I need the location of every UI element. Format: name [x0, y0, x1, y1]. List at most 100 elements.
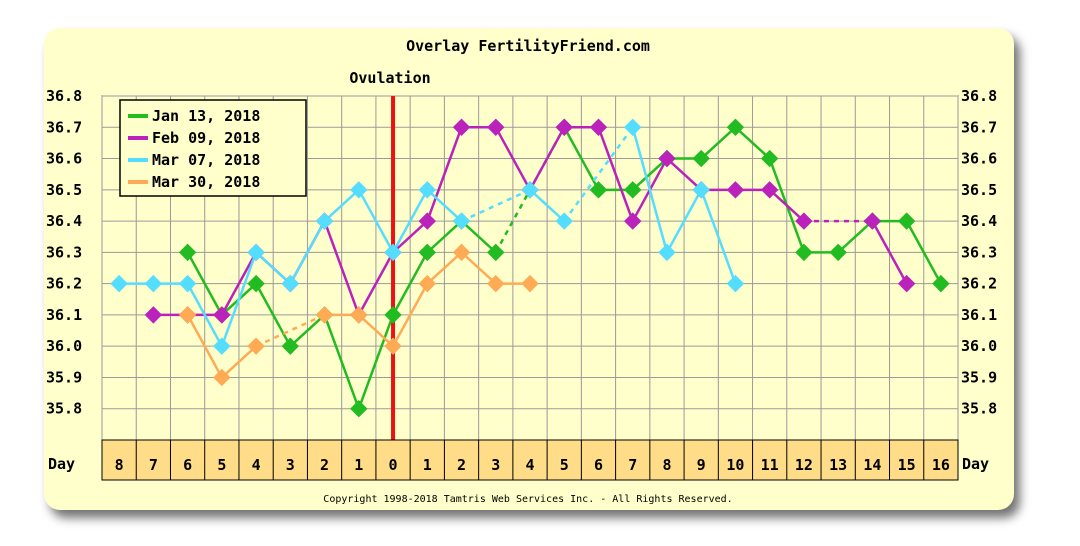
- series-line-segment: [426, 188, 463, 223]
- y-tick-label-right: 36.4: [961, 212, 997, 230]
- series-line-segment: [220, 251, 258, 316]
- series-point: [932, 274, 950, 293]
- day-tick-label: 15: [898, 456, 916, 474]
- series-line-segment: [255, 251, 292, 285]
- series-point: [624, 181, 642, 199]
- day-tick-label: 16: [932, 456, 950, 474]
- day-tick-label: 5: [217, 456, 226, 474]
- series-point: [555, 212, 573, 230]
- series-line-segment: [631, 126, 669, 253]
- series-point: [589, 118, 608, 136]
- day-tick-label: 1: [354, 456, 363, 474]
- series-line-segment: [391, 251, 429, 316]
- series-point: [418, 243, 436, 262]
- series-line-segment: [289, 313, 326, 348]
- series-line-segment: [700, 126, 737, 160]
- series-line-segment: [563, 126, 600, 191]
- y-tick-label-right: 35.8: [961, 400, 997, 418]
- day-tick-label: 2: [457, 456, 466, 474]
- series-point: [624, 118, 642, 136]
- series-line-segment: [186, 283, 223, 347]
- y-tick-label-left: 36.5: [46, 181, 82, 199]
- series-point: [315, 212, 334, 230]
- copyright-text: Copyright 1998-2018 Tamtris Web Services…: [323, 494, 732, 505]
- series-point: [760, 149, 779, 168]
- y-tick-label-right: 36.8: [961, 87, 997, 105]
- series-point: [110, 274, 128, 293]
- y-tick-label-right: 36.7: [961, 118, 997, 136]
- series-point: [555, 118, 573, 136]
- series-point: [829, 243, 847, 262]
- day-tick-label: 11: [761, 456, 779, 474]
- y-tick-label-right: 36.0: [961, 337, 997, 355]
- series-line-segment: [460, 251, 497, 285]
- series-point: [247, 337, 265, 355]
- y-tick-label-left: 36.3: [46, 243, 82, 261]
- series-line-segment: [871, 220, 908, 285]
- x-axis-label-right: Day: [962, 455, 989, 473]
- series-point: [144, 306, 163, 324]
- day-tick-label: 6: [594, 456, 603, 474]
- series-line-segment: [289, 220, 326, 285]
- series-line-segment: [426, 126, 463, 222]
- series-point: [589, 181, 608, 199]
- y-tick-label-right: 36.6: [961, 150, 997, 168]
- series-point: [521, 181, 539, 199]
- series-line-segment: [734, 126, 771, 160]
- series-line-segment: [323, 188, 360, 223]
- y-tick-label-left: 36.7: [46, 118, 82, 136]
- day-tick-label: 3: [491, 456, 500, 474]
- series-point: [418, 212, 436, 230]
- series-line-segment: [391, 283, 429, 347]
- series-point: [247, 274, 265, 293]
- series-point: [863, 212, 882, 230]
- series-point: [350, 400, 368, 418]
- series-line-segment: [666, 157, 703, 191]
- series-point: [384, 243, 402, 262]
- series-point: [487, 274, 505, 293]
- day-tick-label: 2: [320, 456, 329, 474]
- series-point: [726, 181, 745, 199]
- series-line-segment: [837, 220, 874, 254]
- day-row-bg: [101, 439, 959, 481]
- legend-label: Mar 30, 2018: [152, 173, 260, 191]
- day-tick-label: 5: [560, 456, 569, 474]
- series-line-segment: [186, 314, 223, 379]
- series-line-segment: [391, 189, 429, 253]
- ovulation-label: Ovulation: [349, 69, 430, 87]
- y-tick-label-left: 35.8: [46, 400, 82, 418]
- legend-label: Jan 13, 2018: [152, 107, 260, 125]
- series-point: [658, 149, 676, 168]
- series-point: [452, 243, 471, 262]
- y-tick-label-left: 36.1: [46, 306, 82, 324]
- series-point: [692, 181, 710, 199]
- series-point: [213, 337, 231, 355]
- series-line-segment: [528, 126, 566, 191]
- day-tick-label: 7: [149, 456, 158, 474]
- day-tick-label: 8: [115, 456, 124, 474]
- series-point: [521, 274, 539, 293]
- series-point: [795, 212, 813, 230]
- series-point: [452, 118, 471, 136]
- series-point: [418, 274, 436, 293]
- series-point: [281, 274, 300, 293]
- series-line-segment: [768, 188, 805, 223]
- series-line-segment: [700, 189, 737, 285]
- y-tick-label-right: 36.3: [961, 243, 997, 261]
- series-line-segment: [460, 220, 497, 254]
- day-tick-label: 14: [863, 456, 881, 474]
- series-point: [418, 181, 436, 199]
- day-tick-label: 8: [662, 456, 671, 474]
- series-point: [350, 306, 368, 324]
- series-point: [213, 368, 231, 387]
- series-point: [213, 306, 231, 324]
- series-point: [897, 274, 916, 293]
- y-tick-label-right: 35.9: [961, 368, 997, 386]
- day-tick-label: 7: [628, 456, 637, 474]
- series-line-segment: [631, 157, 668, 191]
- series-line-segment: [426, 251, 463, 285]
- series-line-segment: [186, 251, 223, 316]
- series-line-segment: [220, 251, 258, 347]
- day-tick-label: 4: [525, 456, 534, 474]
